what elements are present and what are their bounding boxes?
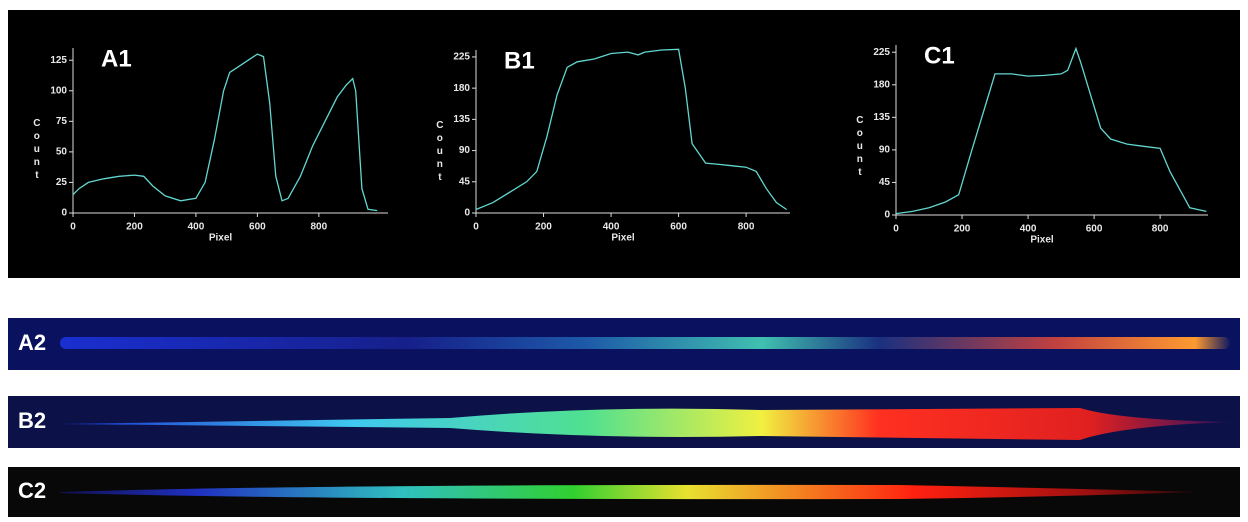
chart-title: B1	[504, 47, 535, 74]
y-tick-label: 50	[56, 147, 68, 158]
y-tick-label: 75	[56, 116, 68, 127]
y-tick-label: 225	[453, 52, 470, 63]
x-tick-label: 600	[249, 222, 266, 233]
x-tick-label: 0	[70, 222, 76, 233]
x-tick-label: 0	[893, 224, 899, 235]
x-axis-label: Pixel	[611, 233, 635, 244]
y-tick-label: 135	[453, 114, 470, 125]
figure: A2 B2 C2 0 25 50 75 100 125 0 200 400 600 800 Pixel…	[0, 0, 1248, 517]
x-tick-label: 200	[535, 222, 552, 233]
x-tick-label: 800	[1152, 224, 1169, 235]
y-tick-label: 90	[879, 145, 891, 156]
spectrum-label: C2	[18, 478, 46, 503]
y-axis-label: Count	[31, 118, 42, 183]
y-tick-label: 0	[884, 210, 890, 221]
y-tick-label: 225	[873, 47, 890, 58]
y-axis-label: Count	[434, 120, 445, 185]
chart-title: C1	[924, 42, 955, 69]
y-tick-label: 135	[873, 112, 890, 123]
chart-title: A1	[101, 45, 132, 72]
x-tick-label: 400	[188, 222, 205, 233]
y-tick-label: 125	[50, 55, 67, 66]
y-tick-label: 100	[50, 85, 67, 96]
y-tick-label: 180	[453, 83, 470, 94]
x-axis-label: Pixel	[209, 233, 233, 244]
y-tick-label: 45	[879, 177, 891, 188]
x-tick-label: 800	[738, 222, 755, 233]
x-tick-label: 600	[1086, 224, 1103, 235]
x-tick-label: 600	[670, 222, 687, 233]
y-axis-label: Count	[854, 115, 865, 180]
y-tick-label: 0	[464, 208, 470, 219]
y-tick-label: 25	[56, 177, 68, 188]
spectrum-label: B2	[18, 408, 46, 433]
x-axis-label: Pixel	[1030, 235, 1054, 246]
x-tick-label: 400	[603, 222, 620, 233]
x-tick-label: 0	[473, 222, 479, 233]
y-tick-label: 45	[459, 176, 471, 187]
y-tick-label: 180	[873, 79, 890, 90]
x-tick-label: 200	[126, 222, 143, 233]
x-tick-label: 200	[954, 224, 971, 235]
y-tick-label: 0	[61, 208, 67, 219]
y-tick-label: 90	[459, 145, 471, 156]
spectrum	[60, 337, 1230, 349]
x-tick-label: 400	[1020, 224, 1037, 235]
x-tick-label: 800	[311, 222, 328, 233]
spectrum-label: A2	[18, 330, 46, 355]
